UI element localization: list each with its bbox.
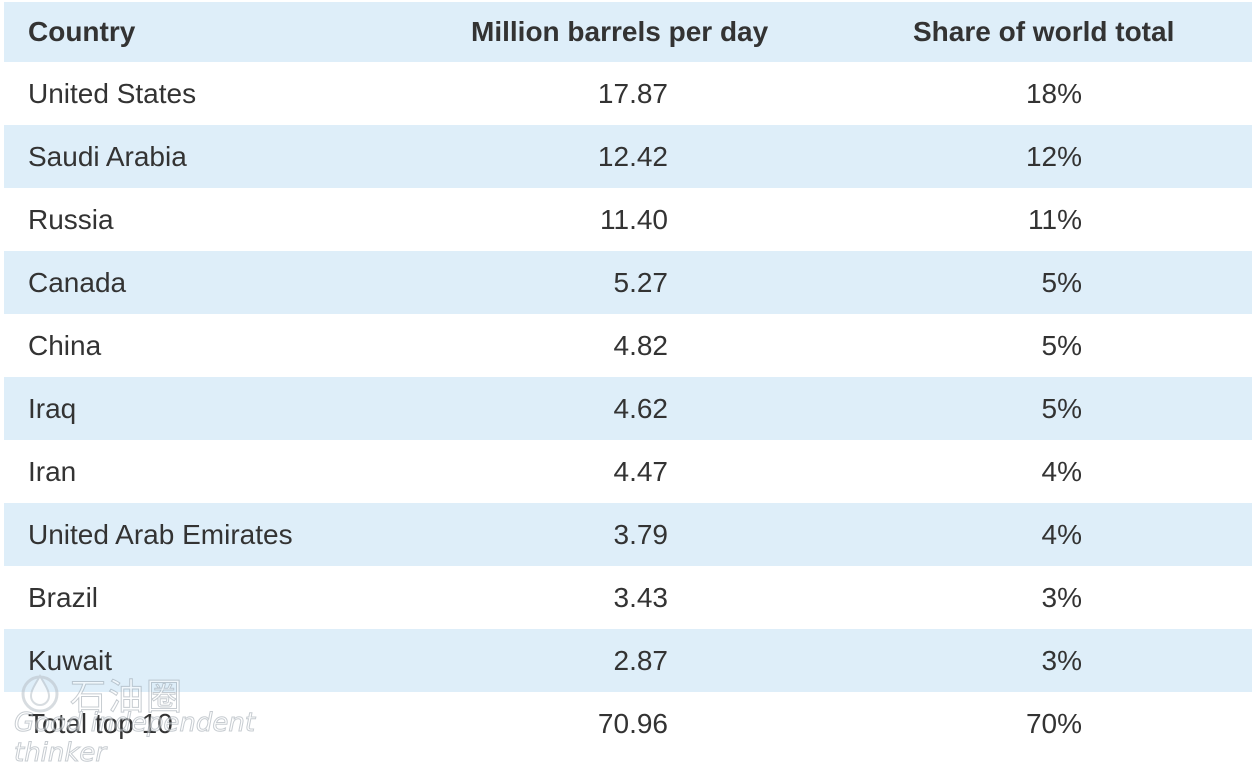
cell-country: Iran (28, 455, 77, 487)
cell-share-of-world-total: 4% (1041, 518, 1082, 550)
table-header-row: Country Million barrels per day Share of… (4, 2, 1252, 62)
cell-million-barrels-per-day: 70.96 (597, 707, 668, 739)
cell-country: United Arab Emirates (28, 518, 293, 550)
table-body: United States 17.87 18% Saudi Arabia 12.42 12… (4, 62, 1252, 755)
table-row: United States 17.87 18% (4, 62, 1252, 125)
cell-million-barrels-per-day: 12.42 (597, 140, 668, 172)
table-row: Canada 5.27 5% (4, 251, 1252, 314)
cell-country: Brazil (28, 581, 99, 613)
cell-share-of-world-total: 12% (1025, 140, 1082, 172)
cell-million-barrels-per-day: 11.40 (600, 203, 668, 235)
cell-share-of-world-total: 70% (1025, 707, 1082, 739)
header-country: Country (28, 16, 136, 47)
table-row: China 4.82 5% (4, 314, 1252, 377)
cell-country: United States (28, 77, 197, 109)
cell-share-of-world-total: 5% (1041, 266, 1082, 298)
header-million-barrels-per-day: Million barrels per day (471, 16, 769, 47)
cell-million-barrels-per-day: 5.27 (613, 266, 669, 298)
table-row: Iraq 4.62 5% (4, 377, 1252, 440)
table-row: Iran 4.47 4% (4, 440, 1252, 503)
cell-country: Canada (28, 266, 127, 298)
cell-country: Saudi Arabia (28, 140, 187, 172)
header-share-of-world-total: Share of world total (913, 16, 1175, 47)
table-row: Saudi Arabia 12.42 12% (4, 125, 1252, 188)
cell-share-of-world-total: 3% (1041, 581, 1082, 613)
cell-share-of-world-total: 18% (1025, 77, 1082, 109)
cell-share-of-world-total: 4% (1041, 455, 1082, 487)
cell-country: Russia (28, 203, 114, 235)
cell-country: Kuwait (28, 644, 113, 676)
cell-million-barrels-per-day: 17.87 (597, 77, 668, 109)
table-total-row: Total top 10 70.96 70% (4, 692, 1252, 755)
cell-million-barrels-per-day: 4.47 (613, 455, 669, 487)
cell-million-barrels-per-day: 4.62 (613, 392, 669, 424)
oil-production-table: Country Million barrels per day Share of… (4, 2, 1252, 755)
table-row: United Arab Emirates 3.79 4% (4, 503, 1252, 566)
cell-share-of-world-total: 5% (1041, 329, 1082, 361)
table-row: Kuwait 2.87 3% (4, 629, 1252, 692)
cell-share-of-world-total: 11% (1028, 203, 1082, 235)
cell-share-of-world-total: 3% (1041, 644, 1082, 676)
cell-country: China (28, 329, 102, 361)
cell-share-of-world-total: 5% (1041, 392, 1082, 424)
table-row: Brazil 3.43 3% (4, 566, 1252, 629)
cell-million-barrels-per-day: 3.79 (613, 518, 669, 550)
cell-country: Total top 10 (28, 707, 173, 739)
cell-million-barrels-per-day: 4.82 (613, 329, 669, 361)
cell-million-barrels-per-day: 3.43 (613, 581, 669, 613)
table-row: Russia 11.40 11% (4, 188, 1252, 251)
cell-million-barrels-per-day: 2.87 (613, 644, 669, 676)
cell-country: Iraq (28, 392, 77, 424)
